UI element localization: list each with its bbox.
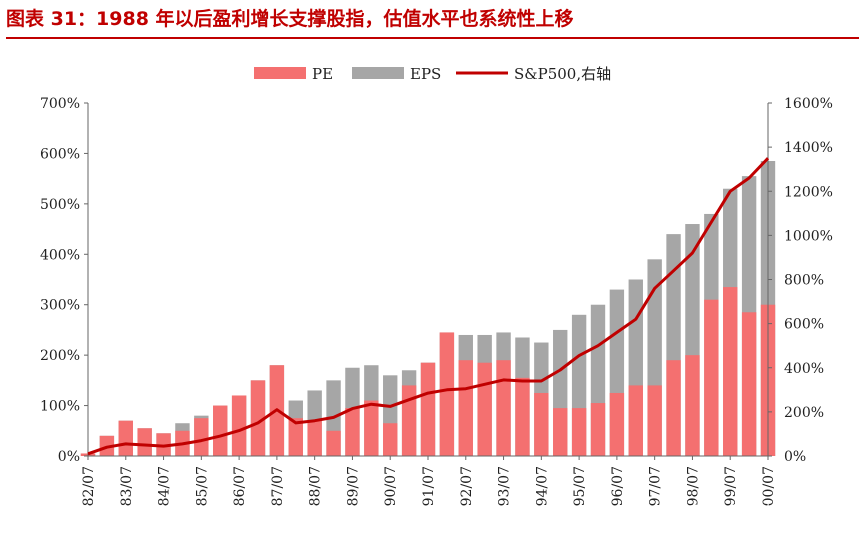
pe-bar	[307, 420, 322, 456]
y2-tick-label: 1600%	[784, 96, 833, 112]
x-tick-label: 00/07	[761, 466, 777, 506]
x-tick-label: 83/07	[119, 466, 135, 506]
legend-pe-label: PE	[312, 65, 333, 83]
y2-tick-label: 800%	[784, 273, 824, 289]
watermark: 知乎 @少爷的剑	[662, 503, 801, 525]
legend-sp500-label: S&P500,右轴	[514, 65, 611, 83]
x-tick-label: 90/07	[383, 466, 399, 506]
y-tick-label: 300%	[40, 298, 80, 314]
x-tick-label: 86/07	[232, 466, 248, 506]
x-tick-label: 89/07	[345, 466, 361, 506]
x-tick-label: 93/07	[497, 466, 513, 506]
pe-bar	[571, 408, 587, 456]
pe-bar	[194, 418, 209, 456]
x-tick-label: 92/07	[459, 466, 475, 506]
x-tick-label: 95/07	[572, 466, 588, 506]
sp500-line	[87, 157, 770, 456]
pe-bar	[231, 395, 247, 456]
pe-bar	[401, 385, 417, 456]
pe-bar	[685, 355, 700, 456]
x-tick-label: 91/07	[421, 466, 437, 506]
pe-bar	[458, 360, 473, 456]
x-tick-label: 97/07	[648, 466, 664, 506]
line-layer	[87, 157, 770, 456]
pe-bar	[553, 408, 568, 456]
pe-bar	[383, 423, 398, 456]
y2-tick-label: 400%	[784, 361, 824, 377]
bars-layer	[80, 160, 776, 456]
ticks-layer: 0% 100% 200% 300% 400% 500% 600% 700% 0% 200% 400%…	[40, 96, 833, 506]
legend-pe-swatch	[254, 67, 306, 79]
pe-bar	[288, 418, 303, 456]
pe-bar	[326, 430, 341, 456]
y2-tick-label: 1000%	[784, 228, 833, 244]
y-tick-label: 0%	[58, 449, 80, 465]
x-tick-label: 87/07	[270, 466, 286, 506]
y2-tick-label: 0%	[784, 449, 806, 465]
pe-bar	[118, 420, 133, 456]
pe-bar	[741, 312, 757, 456]
y-tick-label: 500%	[40, 197, 80, 213]
pe-bar	[364, 400, 379, 456]
x-tick-label: 96/07	[610, 466, 626, 506]
pe-bar	[477, 362, 492, 456]
y-tick-label: 400%	[40, 247, 80, 263]
y-tick-label: 200%	[40, 348, 80, 364]
pe-bar	[723, 287, 738, 456]
pe-bar	[137, 428, 152, 456]
page-title: 图表 31：1988 年以后盈利增长支撑股指，估值水平也系统性上移	[6, 8, 574, 30]
title-rule	[6, 37, 859, 39]
x-tick-label: 84/07	[157, 466, 173, 506]
pe-bar	[628, 385, 643, 456]
y-tick-label: 600%	[40, 146, 80, 162]
pe-bar	[496, 360, 511, 456]
pe-bar	[345, 408, 360, 456]
pe-bar	[213, 405, 228, 456]
pe-bar	[590, 403, 606, 456]
y2-tick-label: 600%	[784, 317, 824, 333]
pe-bar	[609, 392, 625, 456]
legend-eps-swatch	[352, 67, 404, 79]
pe-bar	[250, 380, 266, 456]
y-tick-label: 100%	[40, 399, 80, 415]
legend: PE EPS S&P500,右轴	[254, 65, 611, 83]
pe-bar	[515, 377, 530, 456]
x-tick-label: 98/07	[685, 466, 701, 506]
x-tick-label: 88/07	[308, 466, 324, 506]
legend-eps-label: EPS	[410, 65, 441, 83]
y2-tick-label: 200%	[784, 405, 824, 421]
pe-bar	[439, 332, 455, 456]
x-tick-label: 99/07	[723, 466, 739, 506]
pe-bar	[534, 392, 549, 456]
x-tick-label: 85/07	[194, 466, 210, 506]
pe-bar	[666, 360, 681, 456]
x-tick-label: 82/07	[81, 466, 97, 506]
y2-tick-label: 1400%	[784, 140, 833, 156]
x-tick-label: 94/07	[534, 466, 550, 506]
pe-bar	[647, 385, 662, 456]
y-tick-label: 700%	[40, 96, 80, 112]
pe-bar	[420, 362, 436, 456]
pe-bar	[704, 299, 719, 456]
y2-tick-label: 1200%	[784, 184, 833, 200]
